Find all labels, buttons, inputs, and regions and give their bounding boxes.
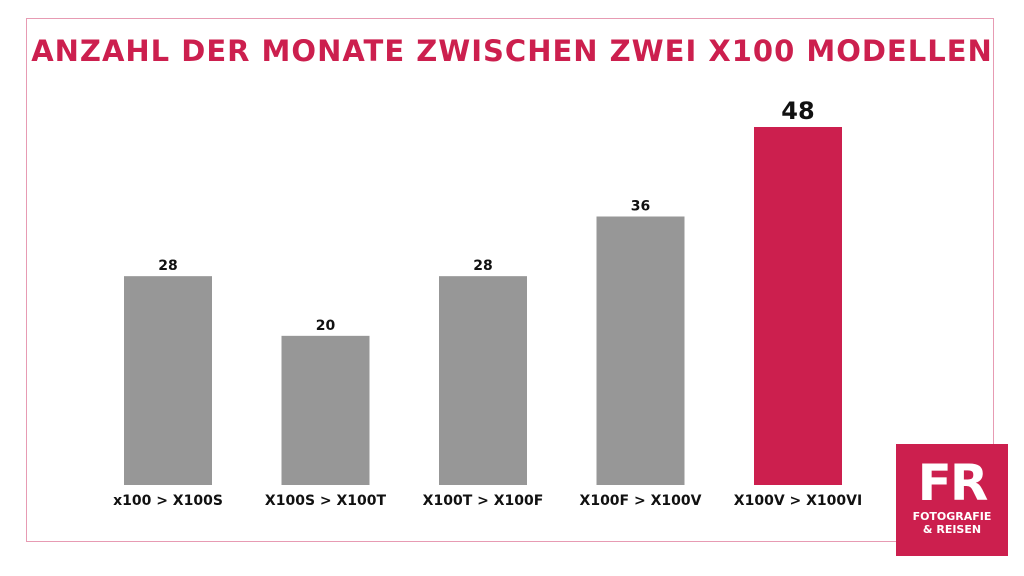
value-label-2: 20 — [316, 318, 336, 334]
value-label-4: 36 — [631, 199, 650, 215]
brand-logo: FR FOTOGRAFIE & REISEN — [896, 444, 1008, 556]
category-label-5: X100V > X100VI — [734, 493, 862, 509]
chart-title: ANZAHL DER MONATE ZWISCHEN ZWEI X100 MOD… — [31, 34, 993, 68]
category-label-4: X100F > X100V — [580, 493, 702, 509]
category-label-1: x100 > X100S — [113, 493, 223, 509]
category-labels-group: x100 > X100S X100S > X100T X100T > X100F X1… — [113, 493, 862, 509]
logo-line-1: FOTOGRAFIE — [912, 510, 992, 523]
logo-line-2: & REISEN — [922, 523, 982, 536]
bar-1 — [124, 276, 212, 485]
value-label-1: 28 — [158, 258, 177, 274]
value-label-5: 48 — [781, 97, 814, 125]
value-labels-group: 28 20 28 36 48 — [158, 97, 814, 334]
bar-4 — [596, 216, 685, 485]
bar-3 — [439, 276, 527, 485]
bar-2 — [281, 335, 370, 485]
category-label-3: X100T > X100F — [423, 493, 544, 509]
value-label-3: 28 — [473, 258, 492, 274]
chart-frame — [26, 18, 994, 542]
bar-5 — [754, 127, 842, 485]
category-label-2: X100S > X100T — [265, 493, 387, 509]
logo-mark: FR — [917, 454, 989, 512]
bars-group — [124, 127, 842, 485]
